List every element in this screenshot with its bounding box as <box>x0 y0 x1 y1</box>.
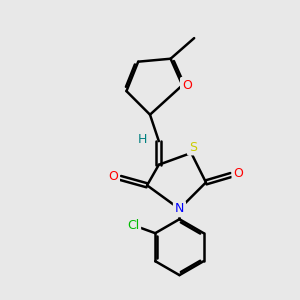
Text: Cl: Cl <box>127 219 139 232</box>
Text: S: S <box>189 141 197 154</box>
Text: O: O <box>108 170 118 183</box>
Text: N: N <box>175 202 184 215</box>
Text: O: O <box>233 167 243 180</box>
Text: H: H <box>138 133 147 146</box>
Text: O: O <box>182 79 192 92</box>
